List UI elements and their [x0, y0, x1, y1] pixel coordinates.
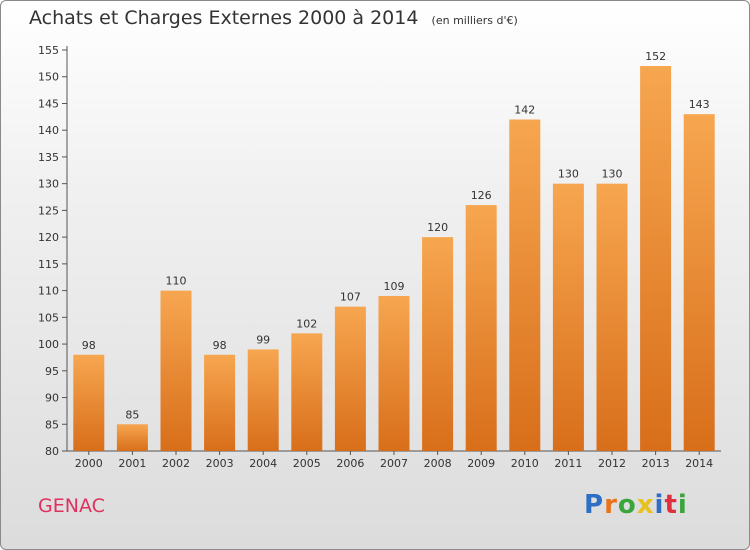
- x-tick-label: 2008: [424, 457, 452, 470]
- bar: [334, 306, 366, 451]
- logo-letter: o: [617, 490, 637, 520]
- title-row: Achats et Charges Externes 2000 à 2014 (…: [29, 7, 518, 29]
- bar: [204, 354, 236, 451]
- data-label: 143: [689, 98, 710, 111]
- bar: [116, 424, 148, 451]
- y-tick-label: 100: [38, 338, 59, 351]
- data-label: 102: [296, 317, 317, 330]
- x-tick-label: 2007: [380, 457, 408, 470]
- y-tick-label: 155: [38, 44, 59, 57]
- x-tick-label: 2003: [206, 457, 234, 470]
- x-tick-label: 2013: [642, 457, 670, 470]
- bar: [509, 119, 541, 452]
- logo-letter: t: [664, 490, 678, 520]
- data-label: 85: [125, 408, 139, 421]
- y-tick-label: 105: [38, 311, 59, 324]
- commune-name: GENAC: [38, 495, 105, 517]
- y-tick-label: 125: [38, 204, 59, 217]
- y-tick-label: 120: [38, 231, 59, 244]
- data-label: 107: [340, 291, 361, 304]
- data-label: 109: [384, 280, 405, 293]
- y-tick-label: 95: [45, 365, 59, 378]
- y-tick-label: 150: [38, 71, 59, 84]
- data-label: 98: [213, 339, 227, 352]
- x-tick-label: 2014: [685, 457, 713, 470]
- y-tick-label: 115: [38, 258, 59, 271]
- data-label: 142: [514, 104, 535, 117]
- bar: [465, 205, 497, 451]
- data-label: 120: [427, 221, 448, 234]
- x-tick-label: 2011: [554, 457, 582, 470]
- bar: [552, 183, 584, 451]
- x-tick-label: 2001: [118, 457, 146, 470]
- data-label: 126: [471, 189, 492, 202]
- x-tick-label: 2005: [293, 457, 321, 470]
- logo-letter: x: [636, 490, 655, 520]
- bar: [596, 183, 628, 451]
- x-tick-label: 2009: [467, 457, 495, 470]
- bar: [247, 349, 279, 451]
- logo-letter: i: [677, 490, 688, 520]
- data-label: 130: [602, 168, 623, 181]
- logo-letter: P: [584, 490, 605, 520]
- x-tick-label: 2010: [511, 457, 539, 470]
- chart-title: Achats et Charges Externes 2000 à 2014: [29, 7, 419, 29]
- y-tick-label: 140: [38, 124, 59, 137]
- data-label: 152: [645, 50, 666, 63]
- y-tick-label: 90: [45, 392, 59, 405]
- bar: [683, 114, 715, 451]
- y-tick-label: 110: [38, 285, 59, 298]
- bar: [291, 333, 323, 451]
- y-tick-label: 80: [45, 445, 59, 458]
- y-tick-label: 145: [38, 97, 59, 110]
- logo-letter: r: [604, 490, 618, 520]
- x-tick-label: 2006: [336, 457, 364, 470]
- data-label: 110: [166, 275, 187, 288]
- y-tick-label: 130: [38, 178, 59, 191]
- logo-letter: i: [654, 490, 665, 520]
- data-label: 130: [558, 168, 579, 181]
- y-tick-label: 85: [45, 418, 59, 431]
- bar: [640, 66, 672, 451]
- data-label: 99: [256, 333, 270, 346]
- chart-unit: (en milliers d'€): [431, 14, 518, 27]
- bar: [378, 295, 410, 451]
- value-labels: 98 85 110 98 99 102 107 109 120 126 142 130 130 152 14…: [82, 50, 710, 421]
- proxiti-logo[interactable]: Proxiti: [584, 490, 688, 520]
- x-tick-label: 2000: [75, 457, 103, 470]
- x-tick-label: 2012: [598, 457, 626, 470]
- bar: [422, 237, 454, 451]
- bar: [73, 354, 105, 451]
- bars: [73, 66, 715, 452]
- data-label: 98: [82, 339, 96, 352]
- y-tick-label: 135: [38, 151, 59, 164]
- x-tick-label: 2004: [249, 457, 277, 470]
- x-tick-label: 2002: [162, 457, 190, 470]
- bar: [160, 290, 192, 451]
